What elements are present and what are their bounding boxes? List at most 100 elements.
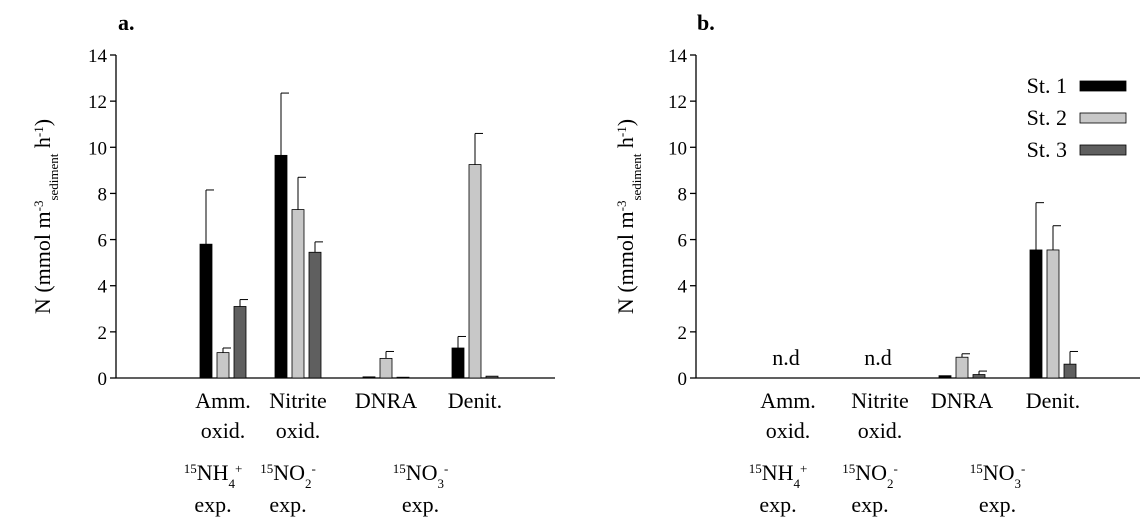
experiment-isotope: 15 xyxy=(260,461,273,476)
bar xyxy=(233,306,247,379)
y-tick-label: 14 xyxy=(668,46,688,67)
bar xyxy=(451,347,465,379)
experiment-compound: NH xyxy=(762,460,794,485)
y-axis-label-h: h xyxy=(613,137,638,154)
bar xyxy=(1029,249,1043,379)
x-tick-label-line2: oxid. xyxy=(858,418,903,443)
bar xyxy=(955,356,969,379)
experiment-isotope: 15 xyxy=(749,461,762,476)
experiment-exp: exp. xyxy=(851,492,888,517)
y-tick-label: 4 xyxy=(678,277,688,298)
experiment-subscript: 3 xyxy=(437,476,444,491)
experiment-subscript: 4 xyxy=(793,476,800,491)
experiment-charge: + xyxy=(235,461,242,476)
legend-swatch xyxy=(1079,144,1127,156)
experiment-exp: exp. xyxy=(194,492,231,517)
y-tick-label: 12 xyxy=(668,92,687,113)
x-tick-label: Amm. xyxy=(760,388,816,413)
y-axis-label-sup2: -1 xyxy=(31,126,46,137)
experiment-compound: NH xyxy=(197,460,229,485)
y-axis-label-sup: -3 xyxy=(31,201,46,212)
experiment-compound: NO xyxy=(983,460,1015,485)
panel-label: b. xyxy=(697,10,715,35)
experiment-exp: exp. xyxy=(402,492,439,517)
experiment-compound: NO xyxy=(406,460,438,485)
y-tick-label: 10 xyxy=(668,138,687,159)
y-axis-label-h: h xyxy=(30,137,55,154)
x-tick-label: Amm. xyxy=(195,388,251,413)
experiment-isotope: 15 xyxy=(393,461,406,476)
y-axis-label-close: ) xyxy=(613,119,638,126)
bar xyxy=(468,164,482,379)
y-axis-label-sup2: -1 xyxy=(614,126,629,137)
experiment-label: 15NH4+ xyxy=(184,460,243,491)
y-axis-label: N (mmol m-3sediment h-1) xyxy=(613,119,644,314)
panel-label: a. xyxy=(118,10,135,35)
bar xyxy=(379,357,393,379)
experiment-subscript: 2 xyxy=(887,476,894,491)
y-tick-label: 12 xyxy=(88,92,107,113)
experiment-charge: - xyxy=(1021,461,1025,476)
nd-annotation: n.d xyxy=(772,345,800,370)
y-tick-label: 8 xyxy=(678,184,688,205)
legend-label: St. 3 xyxy=(1027,137,1067,162)
experiment-isotope: 15 xyxy=(970,461,983,476)
legend-swatch xyxy=(1079,80,1127,92)
experiment-charge: - xyxy=(311,461,315,476)
y-tick-label: 6 xyxy=(678,231,688,252)
x-tick-label: Nitrite xyxy=(851,388,908,413)
x-tick-label: Nitrite xyxy=(269,388,326,413)
y-axis-label-sup: -3 xyxy=(614,201,629,212)
nd-annotation: n.d xyxy=(864,345,892,370)
x-tick-label-line2: oxid. xyxy=(276,418,321,443)
bar xyxy=(1046,249,1060,379)
y-tick-label: 6 xyxy=(98,231,108,252)
bar xyxy=(291,209,305,379)
experiment-label: 15NO2- xyxy=(260,460,316,491)
experiment-label: 15NO2- xyxy=(842,460,898,491)
y-tick-label: 2 xyxy=(678,323,688,344)
x-tick-label: Denit. xyxy=(448,388,502,413)
y-axis-label-main: N (mmol m xyxy=(613,211,638,314)
x-tick-label: DNRA xyxy=(355,388,417,413)
experiment-charge: - xyxy=(893,461,897,476)
y-tick-label: 10 xyxy=(88,138,107,159)
y-tick-label: 2 xyxy=(98,323,108,344)
experiment-exp: exp. xyxy=(269,492,306,517)
bar xyxy=(485,375,499,379)
experiment-isotope: 15 xyxy=(842,461,855,476)
y-tick-label: 4 xyxy=(98,277,108,298)
y-tick-label: 14 xyxy=(88,46,108,67)
bar xyxy=(362,376,376,379)
experiment-charge: + xyxy=(800,461,807,476)
y-axis-label-sub: sediment xyxy=(46,153,61,200)
bar xyxy=(308,251,322,379)
experiment-subscript: 2 xyxy=(305,476,312,491)
y-tick-label: 0 xyxy=(678,369,688,390)
experiment-compound: NO xyxy=(273,460,305,485)
experiment-exp: exp. xyxy=(979,492,1016,517)
y-axis-label: N (mmol m-3sediment h-1) xyxy=(30,119,61,314)
bar xyxy=(274,154,288,379)
chart-panel-2: b. 0 2 4 6 8 10 12 14 N (mmol m-3sediment h-1) n.d… xyxy=(613,10,1140,517)
experiment-label: 15NO3- xyxy=(393,460,449,491)
bar xyxy=(938,375,952,379)
experiment-compound: NO xyxy=(855,460,887,485)
experiment-exp: exp. xyxy=(759,492,796,517)
experiment-isotope: 15 xyxy=(184,461,197,476)
x-tick-label: Denit. xyxy=(1026,388,1080,413)
bar xyxy=(1063,363,1077,379)
legend: St. 1 St. 2 St. 3 xyxy=(1027,73,1127,162)
x-tick-label: DNRA xyxy=(931,388,993,413)
legend-label: St. 1 xyxy=(1027,73,1067,98)
bar xyxy=(396,376,410,379)
experiment-label: 15NO3- xyxy=(970,460,1026,491)
y-axis-label-sub: sediment xyxy=(629,153,644,200)
legend-label: St. 2 xyxy=(1027,105,1067,130)
y-tick-label: 8 xyxy=(98,184,108,205)
x-tick-label-line2: oxid. xyxy=(766,418,811,443)
legend-swatch xyxy=(1079,112,1127,124)
bar xyxy=(199,243,213,379)
experiment-label: 15NH4+ xyxy=(749,460,808,491)
